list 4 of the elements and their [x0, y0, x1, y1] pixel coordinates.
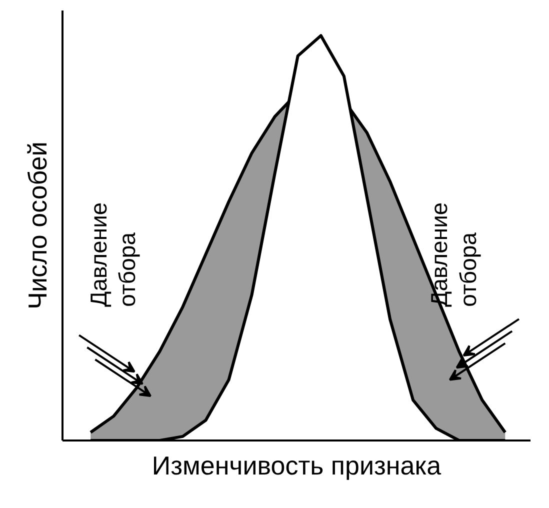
- x-axis-title: Изменчивость признака: [152, 450, 442, 480]
- annotation: Давление отбора: [426, 202, 481, 307]
- annotation: Давление отбора: [85, 202, 140, 307]
- y-axis-title: Число особей: [22, 142, 52, 310]
